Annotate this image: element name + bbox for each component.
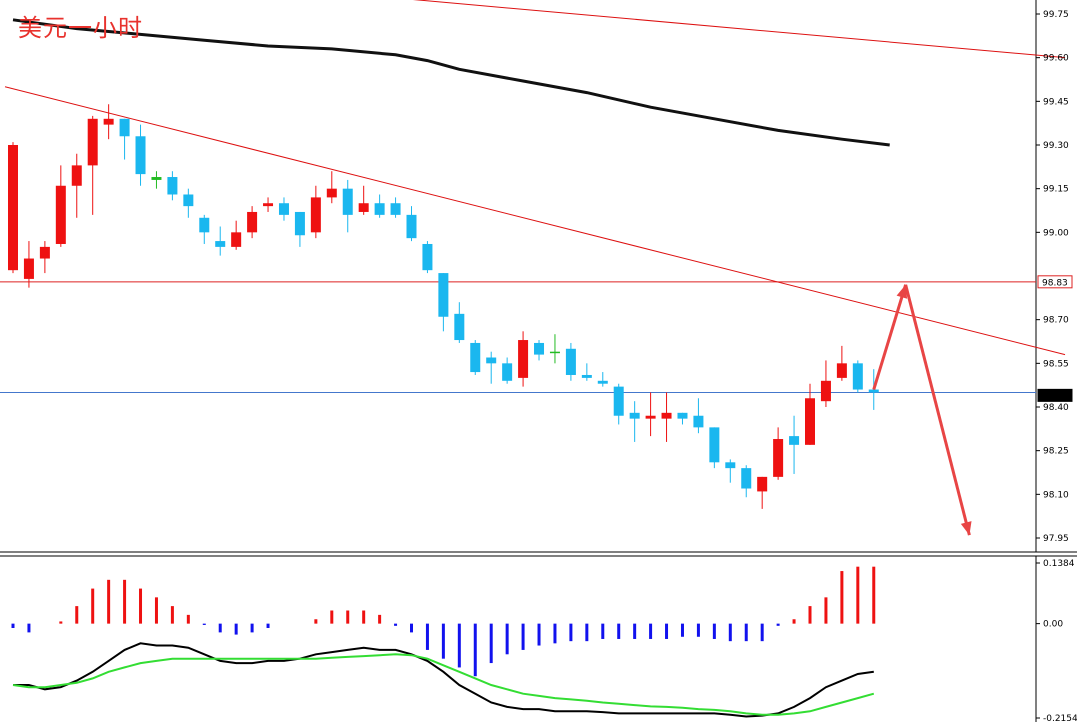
projection-arrowhead	[896, 284, 908, 299]
candle-body	[836, 363, 847, 378]
candle-body	[852, 363, 863, 390]
candle-body	[135, 136, 146, 175]
price-tick-label: 98.40	[1043, 403, 1069, 413]
price-tick-label: 99.00	[1043, 228, 1069, 238]
candle-body	[613, 386, 624, 416]
candle-body	[326, 188, 337, 198]
candle-body	[294, 211, 305, 236]
candle-body	[167, 177, 178, 195]
candle-body	[581, 374, 592, 378]
candle-body	[247, 211, 258, 233]
osc-tick-label: 0.1384	[1043, 559, 1075, 569]
candle-body	[486, 357, 497, 364]
trend-line	[4, 86, 1066, 356]
candle-body	[151, 177, 162, 180]
candle-body	[534, 342, 545, 355]
candle-body	[342, 188, 353, 215]
candle-body	[422, 243, 433, 271]
candle-body	[358, 203, 369, 212]
projection-arrow	[872, 284, 908, 390]
price-label-text: 98.44	[1042, 392, 1068, 402]
price-axis: 99.75 99.60 99.45 99.30 99.15 99.00 98.70 98.55…	[1036, 10, 1073, 544]
macd-line	[13, 642, 874, 718]
price-tick-label: 99.75	[1043, 10, 1069, 20]
osc-tick-label: -0.2154	[1043, 714, 1077, 724]
candle-body	[757, 476, 768, 492]
candle-body	[87, 118, 98, 166]
candle-body	[454, 313, 465, 341]
candle-body	[23, 258, 34, 279]
candle-body	[709, 427, 720, 463]
trend-line	[412, 0, 1066, 59]
projection-arrowhead	[960, 521, 972, 536]
candle-body	[55, 185, 66, 244]
candle-body	[741, 468, 752, 489]
candle-body	[549, 351, 560, 354]
candle-body	[518, 340, 529, 378]
indicator-lines	[0, 0, 1066, 393]
candle-body	[868, 389, 879, 393]
candle-body	[789, 436, 800, 445]
candle-body	[278, 203, 289, 215]
candle-body	[725, 462, 736, 469]
candle-body	[693, 415, 704, 428]
price-tick-label: 98.25	[1043, 447, 1069, 457]
price-tick-label: 99.60	[1043, 54, 1069, 64]
candle-body	[199, 217, 210, 233]
candle-body	[470, 342, 481, 373]
price-tick-label: 98.55	[1043, 359, 1069, 369]
candle-body	[39, 246, 50, 259]
candle-body	[661, 412, 672, 419]
projection-arrow	[904, 284, 971, 536]
candle-body	[103, 118, 114, 125]
macd-panel: 0.1384 0.00 -0.2154	[11, 559, 1077, 724]
price-tick-label: 97.95	[1043, 534, 1069, 544]
candle-body	[406, 214, 417, 239]
candle-body	[645, 415, 656, 419]
candle-body	[597, 380, 608, 384]
candle-body	[119, 118, 130, 137]
candle-body	[677, 412, 688, 419]
candle-body	[565, 348, 576, 375]
price-label-text: 98.83	[1042, 278, 1068, 288]
osc-tick-label: 0.00	[1043, 620, 1063, 630]
candle-body	[183, 194, 194, 207]
candle-body	[215, 241, 226, 247]
candle-body	[71, 165, 82, 186]
price-tick-label: 99.45	[1043, 97, 1069, 107]
candle-body	[773, 439, 784, 477]
candle-body	[629, 412, 640, 419]
projection-arrows	[872, 284, 972, 536]
candle-body	[231, 232, 242, 247]
price-label-box	[1037, 275, 1073, 289]
moving-average-line	[12, 18, 890, 147]
candle-body	[820, 380, 831, 402]
chart-title: 美元一小时	[18, 14, 143, 42]
candle-body	[8, 145, 18, 271]
price-label-box	[1037, 388, 1073, 402]
price-tick-label: 99.30	[1043, 141, 1069, 151]
candle-body	[263, 203, 274, 207]
price-tick-label: 99.15	[1043, 185, 1069, 195]
price-tick-label: 98.10	[1043, 490, 1069, 500]
candle-body	[310, 197, 321, 233]
signal-line	[12, 653, 875, 716]
candle-body	[374, 203, 385, 215]
candle-body	[805, 398, 815, 445]
candle-body	[390, 203, 401, 215]
price-tick-label: 98.70	[1043, 316, 1069, 326]
candle-body	[502, 363, 513, 381]
candle-body	[438, 273, 449, 317]
candlesticks	[8, 104, 879, 509]
